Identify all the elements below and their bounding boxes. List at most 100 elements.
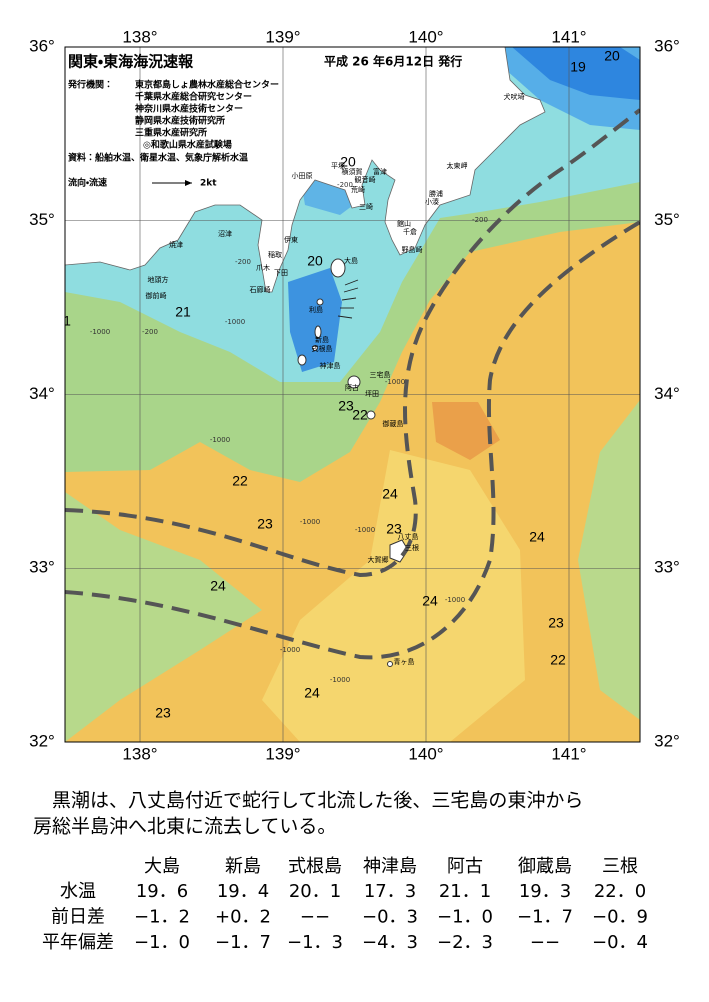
place-label: 伊東 [284,235,298,244]
data-source: 資料：船舶水温、衛星水温、気象庁解析水温 [68,152,248,164]
contour-label: 23 [257,516,273,532]
contour-label: 24 [210,578,226,594]
table-header: 神津島 [363,856,417,877]
sea-deep-ne [512,47,640,100]
place-label: 荒崎 [351,185,365,194]
row-label: 前日差 [51,907,105,928]
place-label: 館山 [397,219,411,228]
place-label: 沼津 [218,229,232,238]
table-cell: +0．2 [215,907,271,928]
current-arrows [337,279,359,319]
place-label: 犬吠埼 [504,92,525,101]
table-header: 式根島 [288,856,342,877]
place-label: 神津島 [320,361,341,370]
table-cell: −1．2 [134,907,190,928]
lon-label: 141° [551,744,586,763]
table-cell: 22．0 [594,881,646,902]
place-label: 御前崎 [146,291,167,300]
place-label: 青ヶ島 [394,657,415,666]
lon-label: 141° [551,27,586,46]
place-label: 観音崎 [355,175,376,184]
sea-green-east [578,400,640,720]
place-label: 御蔵島 [383,419,404,428]
place-label: 勝浦 [429,189,443,198]
summary-line: 黒潮は、八丈島付近で蛇行して北流した後、三宅島の東沖から [52,790,583,812]
depth-label: -200 [235,258,251,266]
kuroshio-axis-south [65,220,640,660]
lat-label: 34° [654,384,680,403]
contour-label: 24 [422,593,438,609]
depth-label: -200 [472,216,488,224]
place-label: 大島 [344,256,358,265]
current-unit: 2kt [200,179,217,189]
contour-label: 23 [548,615,564,631]
place-label: 地頭方 [148,275,169,284]
sea-yellow [262,450,525,742]
table-header: 大島 [144,856,180,877]
table-cell: 19．4 [217,881,269,902]
current-arrow [344,279,359,286]
lat-label: 35° [29,210,55,229]
summary-line: 房総半島沖へ北東に流去している。 [33,816,336,838]
depth-label: -200 [337,181,353,189]
place-label: 野島崎 [402,245,423,254]
island-kozu [297,354,307,366]
place-label: 焼津 [169,240,183,249]
contour-label: 23 [386,521,402,537]
table-header: 新島 [225,856,261,877]
island-miyake [347,375,361,389]
contour-label: 22 [550,652,566,668]
table-cell: −1．7 [215,932,271,953]
place-label: 小湊 [425,197,439,206]
place-label: 千倉 [403,227,417,236]
island-toshima [316,298,324,306]
agencies-label: 発行機関： [67,79,113,91]
island-shikine [312,345,318,351]
contour-label: 23 [155,705,171,721]
table-cell: −− [530,932,560,953]
place-label: 坪田 [365,390,379,398]
table-cell: −1．3 [287,932,343,953]
place-label: 稲取 [268,250,282,259]
contour-label: 24 [304,685,320,701]
place-label: 阿古 [345,383,359,392]
contour-label: 20 [604,48,620,64]
place-label: 下田 [274,269,288,277]
lat-label: 33° [654,558,680,577]
place-label: 三崎 [359,202,373,211]
sea-orange [432,402,500,460]
island-mikura [366,410,376,420]
place-label: 小田原 [292,171,313,180]
contour-label: 1 [63,313,71,329]
lat-label: 36° [654,36,680,55]
depth-label: -1000 [280,646,300,654]
place-label: 式根島 [312,344,333,353]
table-header: 御蔵島 [518,856,572,877]
depth-label: -1000 [210,436,230,444]
place-label: 太東岬 [447,161,468,170]
place-label: 新島 [315,335,329,344]
current-arrow [337,315,353,319]
map-frame [64,46,641,743]
table-cell: −1．7 [517,907,573,928]
grid [65,47,640,742]
issue-date: 平成 26 年6月12日 発行 [324,54,462,69]
contour-label: 24 [529,529,545,545]
current-arrow [343,287,359,293]
lon-label: 138° [122,27,157,46]
map-title: 関東・東海海況速報 [68,53,194,71]
table-cell: −0．9 [592,907,648,928]
contour-label: 24 [382,486,398,502]
table-cell: −− [300,907,330,928]
table-cell: 21．1 [439,881,491,902]
row-label: 水温 [60,881,96,902]
table-cell: −4．3 [362,932,418,953]
contour-label: 22 [232,473,248,489]
depth-label: -1000 [330,676,350,684]
depth-label: -1000 [225,318,245,326]
island-niijima [314,325,322,339]
lon-label: 139° [265,744,300,763]
